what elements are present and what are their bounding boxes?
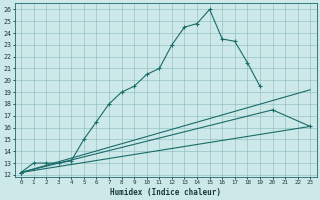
X-axis label: Humidex (Indice chaleur): Humidex (Indice chaleur)	[110, 188, 221, 197]
